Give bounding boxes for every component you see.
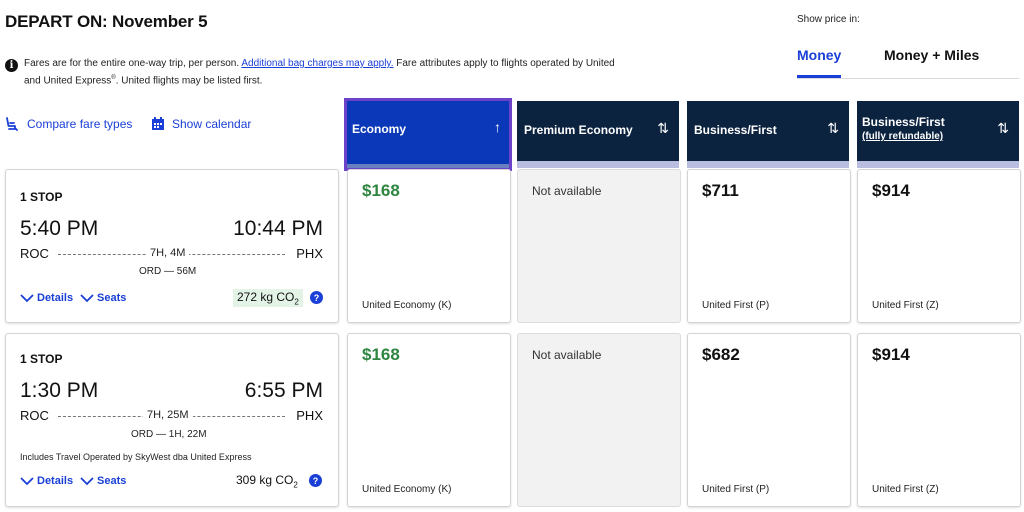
fare-cell-business-first-refundable[interactable]: $914 United First (Z) [857, 333, 1021, 507]
chevron-down-icon [20, 294, 34, 303]
fare-cell-economy[interactable]: $168 United Economy (K) [347, 333, 511, 507]
calendar-icon [152, 117, 164, 130]
co2-info-icon[interactable]: ? [310, 291, 323, 304]
destination-airport: PHX [296, 246, 323, 261]
column-header-label: Premium Economy [524, 123, 633, 137]
fare-price: $914 [872, 345, 910, 364]
column-header-label: Business/First [694, 123, 777, 137]
show-price-label: Show price in: [797, 14, 860, 25]
tab-selected-indicator [797, 75, 841, 78]
fare-notice: i Fares are for the entire one-way trip,… [5, 56, 645, 88]
arrive-time: 10:44 PM [233, 217, 323, 240]
destination-airport: PHX [296, 408, 323, 423]
chevron-down-icon [80, 477, 94, 486]
tab-money-miles[interactable]: Money + Miles [884, 47, 980, 63]
details-link[interactable]: Details [20, 292, 73, 304]
page-title: DEPART ON: November 5 [5, 12, 208, 31]
column-header-label: Business/First (fully refundable) [862, 115, 945, 143]
co2-info-icon[interactable]: ? [309, 474, 322, 487]
fare-cell-business-first-refundable[interactable]: $914 United First (Z) [857, 169, 1021, 323]
sort-icon: ⇅ [997, 120, 1009, 136]
depart-time: 5:40 PM [20, 217, 99, 240]
origin-airport: ROC [20, 408, 49, 423]
fare-cell-business-first[interactable]: $711 United First (P) [687, 169, 851, 323]
column-header-economy[interactable]: Economy ↑ [344, 98, 512, 171]
sort-icon: ⇅ [657, 120, 669, 136]
fare-price: $168 [362, 345, 400, 364]
fare-notice-text: Fares are for the entire one-way trip, p… [24, 58, 615, 87]
chevron-down-icon [20, 477, 34, 486]
column-header-business-first-refundable[interactable]: Business/First (fully refundable) ⇅ [857, 101, 1019, 168]
chevron-down-icon [80, 294, 94, 303]
sort-icon: ⇅ [827, 120, 839, 136]
not-available-label: Not available [532, 348, 602, 362]
tab-money[interactable]: Money [797, 47, 842, 63]
fare-class: United Economy (K) [362, 300, 452, 311]
fare-class: United First (Z) [872, 484, 939, 495]
stops-label: 1 STOP [20, 352, 63, 366]
fare-class: United Economy (K) [362, 484, 452, 495]
fare-class: United First (P) [702, 484, 770, 495]
flight-card[interactable]: 1 STOP 5:40 PM 10:44 PM ROC PHX 7H, 4M O… [5, 169, 339, 323]
not-available-label: Not available [532, 184, 602, 198]
co2-emissions: 309 kg CO2 [236, 473, 298, 490]
layover-info: ORD — 56M [139, 266, 197, 277]
flight-duration: 7H, 4M [146, 247, 190, 259]
fare-cell-premium-economy: Not available [517, 333, 681, 507]
co2-emissions: 272 kg CO2 [233, 289, 303, 308]
show-calendar-label: Show calendar [172, 117, 252, 131]
fare-class: United First (P) [702, 300, 770, 311]
sort-ascending-icon: ↑ [494, 119, 501, 135]
bag-charges-link[interactable]: Additional bag charges may apply. [241, 58, 394, 69]
flight-duration: 7H, 25M [143, 409, 193, 421]
stops-label: 1 STOP [20, 190, 63, 204]
compare-fare-types-label: Compare fare types [27, 117, 133, 131]
show-calendar-button[interactable]: Show calendar [151, 117, 251, 131]
seats-link[interactable]: Seats [80, 292, 126, 304]
fare-cell-economy[interactable]: $168 United Economy (K) [347, 169, 511, 323]
column-header-label: Economy [352, 122, 407, 136]
origin-airport: ROC [20, 246, 49, 261]
compare-fare-types-button[interactable]: Compare fare types [5, 117, 132, 131]
operated-by: Includes Travel Operated by SkyWest dba … [20, 452, 252, 462]
fare-cell-premium-economy: Not available [517, 169, 681, 323]
fare-cell-business-first[interactable]: $682 United First (P) [687, 333, 851, 507]
column-header-premium-economy[interactable]: Premium Economy ⇅ [517, 101, 679, 168]
flight-card[interactable]: 1 STOP 1:30 PM 6:55 PM ROC PHX 7H, 25M O… [5, 333, 339, 507]
fare-class: United First (Z) [872, 300, 939, 311]
fare-price: $914 [872, 181, 910, 200]
tab-divider [797, 78, 1019, 79]
fare-price: $168 [362, 181, 400, 200]
details-link[interactable]: Details [20, 475, 73, 487]
info-icon: i [5, 59, 18, 72]
depart-time: 1:30 PM [20, 379, 99, 402]
seats-link[interactable]: Seats [80, 475, 126, 487]
arrive-time: 6:55 PM [244, 379, 323, 402]
column-header-business-first[interactable]: Business/First ⇅ [687, 101, 849, 168]
fare-price: $682 [702, 345, 740, 364]
fare-price: $711 [702, 181, 739, 200]
layover-info: ORD — 1H, 22M [131, 429, 207, 440]
seat-icon [6, 117, 18, 131]
